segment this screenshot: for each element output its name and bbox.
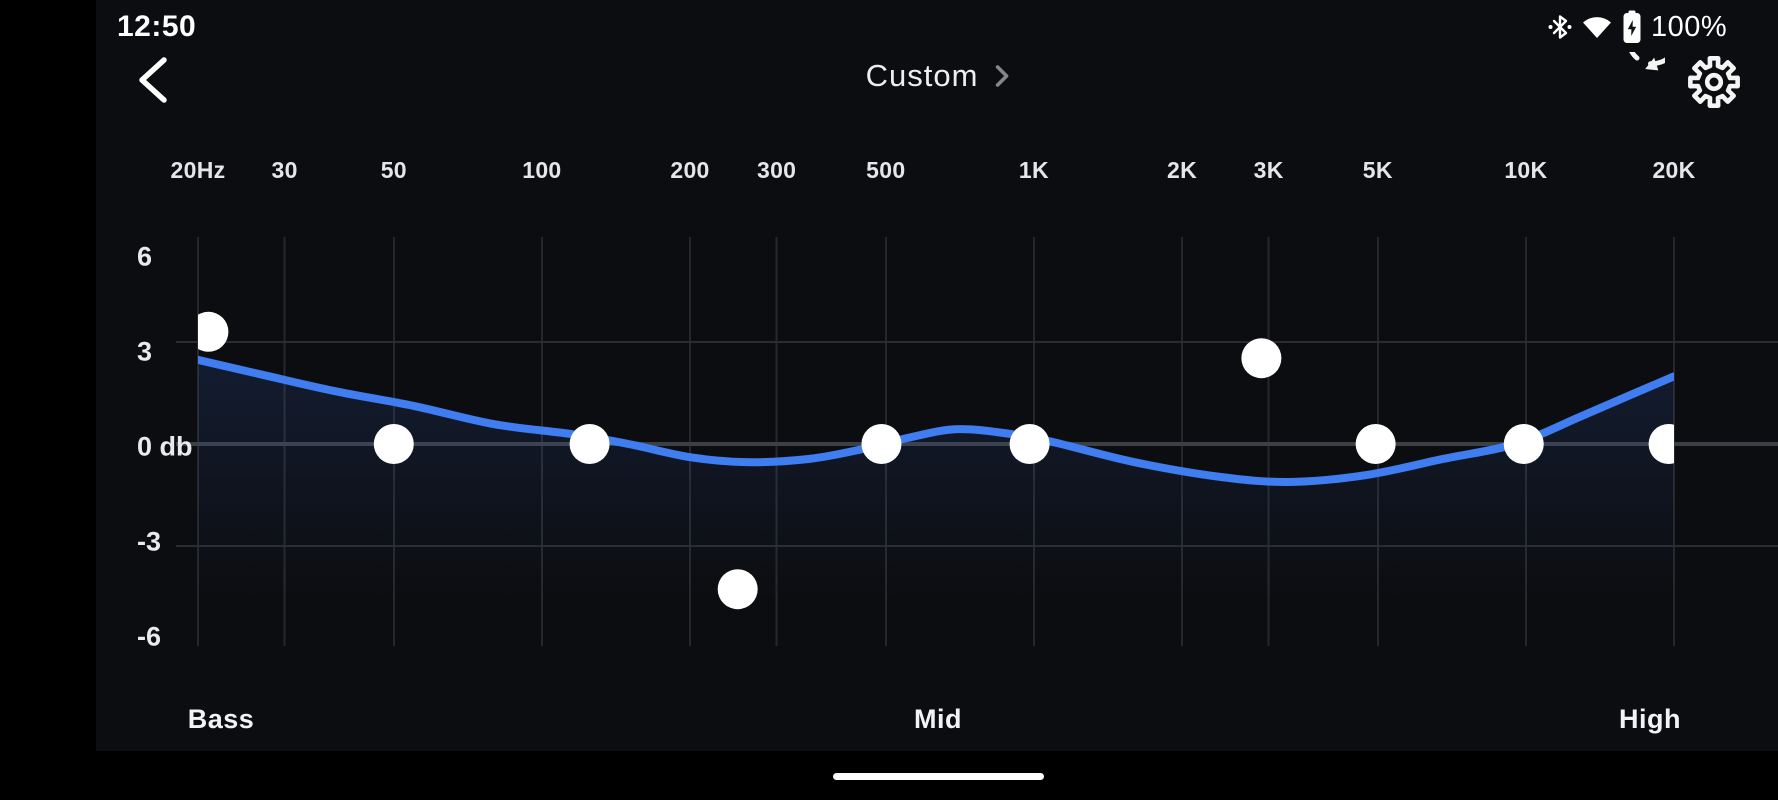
eq-band-handle[interactable] <box>861 424 902 464</box>
freq-tick-label: 30 <box>271 157 298 183</box>
section-label-mid: Mid <box>914 704 962 734</box>
eq-band-handle[interactable] <box>188 311 229 352</box>
gain-tick-label: 0 db <box>137 431 193 462</box>
freq-tick-label: 1K <box>1018 157 1049 183</box>
wifi-icon <box>1583 17 1611 38</box>
status-icons: 100% <box>1548 8 1727 46</box>
home-indicator[interactable] <box>833 773 1044 780</box>
eq-band-handle[interactable] <box>1009 424 1050 464</box>
gain-tick-label: 6 <box>137 241 153 272</box>
gear-icon <box>1688 56 1740 108</box>
gain-tick-label: 3 <box>137 336 153 367</box>
freq-tick-label: 5K <box>1362 157 1393 183</box>
gesture-nav-area <box>0 751 1778 800</box>
freq-tick-label: 500 <box>866 157 906 183</box>
freq-tick-label: 20K <box>1652 157 1696 183</box>
chevron-right-icon <box>995 65 1009 87</box>
eq-band-handle[interactable] <box>1503 424 1544 464</box>
eq-handles <box>188 311 1689 610</box>
section-label-high: High <box>1619 704 1681 734</box>
freq-tick-label: 3K <box>1253 157 1284 183</box>
freq-tick-label: 200 <box>670 157 710 183</box>
preset-selector[interactable]: Custom <box>866 58 1011 94</box>
section-label-bass: Bass <box>187 704 255 734</box>
camera-notch-strip <box>0 0 96 800</box>
reset-button[interactable] <box>1605 52 1665 112</box>
gain-tick-label: -6 <box>137 621 162 652</box>
freq-tick-label: 50 <box>380 157 407 183</box>
eq-band-handle[interactable] <box>373 424 414 464</box>
freq-tick-label: 300 <box>756 157 797 183</box>
gain-tick-label: -3 <box>137 526 162 557</box>
eq-band-handle[interactable] <box>1241 338 1282 379</box>
battery-icon <box>1623 10 1641 43</box>
settings-button[interactable] <box>1684 52 1744 112</box>
eq-band-handle[interactable] <box>569 424 610 464</box>
page-title: Custom <box>865 58 979 93</box>
bluetooth-icon <box>1548 15 1572 39</box>
eq-band-handle[interactable] <box>717 569 758 610</box>
eq-band-handle[interactable] <box>1648 424 1689 464</box>
status-time: 12:50 <box>117 10 197 43</box>
freq-tick-label: 100 <box>522 157 562 183</box>
freq-tick-label: 2K <box>1166 157 1198 183</box>
freq-tick-label: 10K <box>1504 157 1548 183</box>
eq-curve-fill <box>198 359 1674 650</box>
battery-percent: 100% <box>1651 10 1728 43</box>
eq-band-handle[interactable] <box>1355 424 1396 464</box>
back-button[interactable] <box>130 54 182 106</box>
freq-tick-label: 20Hz <box>170 157 226 183</box>
eq-response-curve <box>198 355 1674 486</box>
